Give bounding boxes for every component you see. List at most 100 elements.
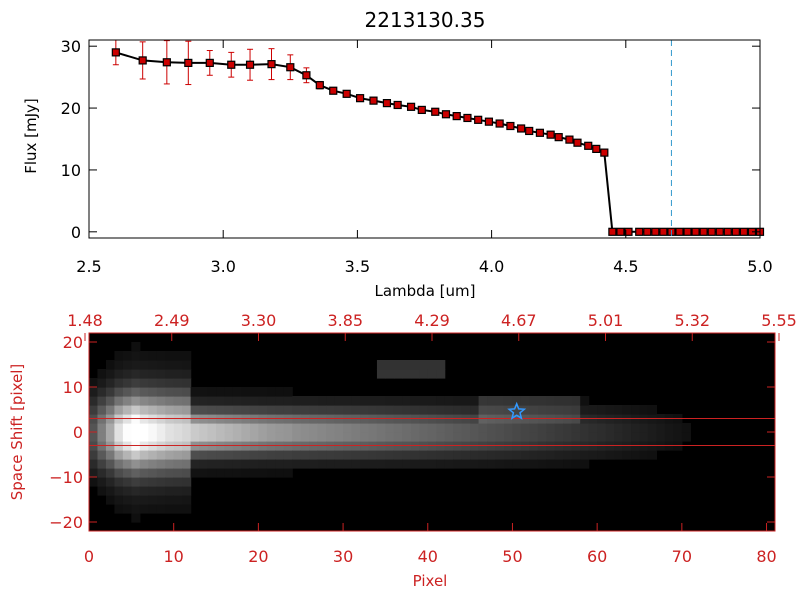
image-cell (131, 405, 141, 415)
image-cell (97, 477, 107, 487)
image-cell (334, 405, 344, 415)
y-tick-label: 10 (63, 378, 83, 397)
top-tick-label: 5.32 (674, 311, 710, 330)
image-cell (122, 486, 132, 496)
image-cell (351, 423, 361, 433)
image-cell (461, 450, 471, 460)
image-cell (444, 405, 454, 415)
image-cell (393, 369, 403, 379)
image-cell (122, 396, 132, 406)
image-cell (478, 432, 488, 442)
image-cell (182, 477, 192, 487)
flux-point (608, 227, 617, 236)
image-cell (436, 432, 446, 442)
image-cell (266, 387, 276, 397)
image-cell (631, 432, 641, 442)
image-cell (520, 459, 530, 469)
image-cell (224, 450, 234, 460)
image-cell (148, 405, 158, 415)
image-cell (241, 396, 251, 406)
image-cell (436, 369, 446, 379)
image-cell (216, 396, 226, 406)
flux-point (554, 133, 563, 142)
image-cell (139, 486, 149, 496)
bottom-top-wavelength-ticks: 1.48 2.49 3.30 3.85 4.29 4.67 5.01 5.32 5.55 (67, 311, 797, 341)
image-cell (554, 405, 564, 415)
image-cell (114, 486, 124, 496)
image-cell (89, 477, 99, 487)
image-cell (309, 432, 319, 442)
image-cell (410, 450, 420, 460)
image-cell (393, 450, 403, 460)
flux-point (463, 113, 472, 123)
image-cell (89, 387, 99, 397)
image-cell (207, 468, 217, 478)
image-cell (529, 450, 539, 460)
image-cell (402, 360, 412, 370)
y-tick-label: 20 (63, 333, 83, 352)
flux-point (267, 60, 276, 69)
image-cell (165, 369, 175, 379)
image-cell (444, 450, 454, 460)
image-cell (453, 459, 463, 469)
image-cell (537, 450, 547, 460)
image-cell (512, 405, 522, 415)
image-cell (266, 396, 276, 406)
image-cell (156, 432, 166, 442)
image-cell (537, 396, 547, 406)
image-cell (343, 405, 353, 415)
image-cell (216, 405, 226, 415)
image-cell (681, 432, 691, 442)
image-cell (639, 405, 649, 415)
image-cell (656, 423, 666, 433)
image-cell (495, 396, 505, 406)
image-cell (360, 432, 370, 442)
image-cell (478, 396, 488, 406)
image-cell (487, 423, 497, 433)
image-cell (131, 378, 141, 388)
image-cell (351, 450, 361, 460)
image-cell (105, 486, 116, 496)
image-cell (105, 495, 116, 505)
image-cell (173, 504, 183, 514)
image-cell (368, 396, 378, 406)
image-cell (266, 459, 276, 469)
image-cell (97, 468, 107, 478)
image-cell (368, 459, 378, 469)
image-cell (673, 432, 683, 442)
image-cell (199, 405, 209, 415)
y-tick-label: 30 (61, 37, 81, 56)
image-cell (571, 405, 581, 415)
image-cell (249, 468, 259, 478)
flux-point (659, 227, 668, 236)
image-cell (444, 396, 454, 406)
image-cell (343, 450, 353, 460)
image-cell (216, 432, 226, 442)
image-cell (232, 423, 243, 433)
image-cell (326, 423, 336, 433)
image-cell (647, 423, 658, 433)
image-cell (537, 405, 547, 415)
image-cell (427, 450, 437, 460)
image-cell (546, 405, 556, 415)
image-cell (376, 423, 387, 433)
image-cell (495, 405, 505, 415)
image-cell (139, 387, 149, 397)
image-cell (131, 342, 141, 352)
image-cell (326, 396, 336, 406)
image-cell (148, 360, 158, 370)
image-cell (114, 459, 124, 469)
flux-point (441, 110, 451, 119)
image-cell (563, 423, 573, 433)
image-cell (131, 477, 141, 487)
image-cell (122, 387, 132, 397)
image-cell (139, 360, 149, 370)
image-cell (249, 387, 259, 397)
x-tick-label: 5.0 (747, 257, 772, 276)
image-cell (351, 396, 361, 406)
image-cell (360, 459, 370, 469)
image-cell (393, 459, 403, 469)
image-cell (622, 423, 632, 433)
image-cell (182, 351, 192, 361)
image-cell (122, 369, 132, 379)
